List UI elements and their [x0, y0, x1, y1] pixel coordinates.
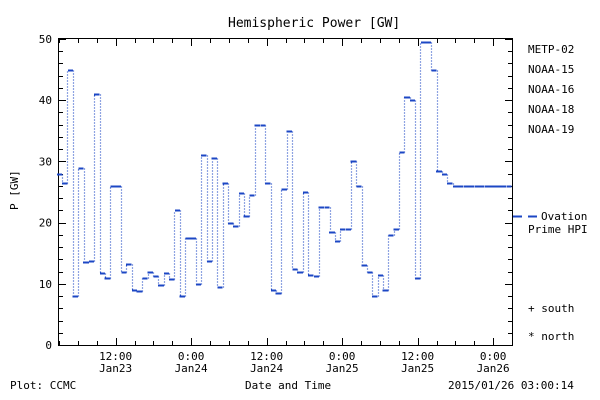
x-tick-date: Jan25 [326, 362, 359, 375]
x-tick-date: Jan24 [175, 362, 208, 375]
legend-ovation: Ovation Prime HPI [513, 210, 588, 236]
legend-markers: + south * north [528, 302, 574, 343]
legend-item-metp-02: METP-02 [528, 43, 574, 56]
x-tick-time: 0:00 [329, 350, 356, 363]
x-tick-time: 12:00 [99, 350, 132, 363]
plot-frame [57, 37, 514, 347]
y-axis-labels: 0 10 20 30 40 50 [39, 33, 52, 352]
data-series-group [57, 41, 512, 298]
x-axis-labels: 12:00Jan230:00Jan2412:00Jan240:00Jan2512… [99, 350, 510, 375]
x-tick-time: 0:00 [480, 350, 507, 363]
y-tick-label: 40 [39, 94, 52, 107]
legend-satellites: METP-02 NOAA-15 NOAA-16 NOAA-18 NOAA-19 [528, 43, 574, 136]
footer-timestamp: 2015/01/26 03:00:14 [448, 379, 574, 392]
x-tick-date: Jan24 [250, 362, 283, 375]
y-axis-ticks [59, 38, 512, 347]
legend-item-noaa-19: NOAA-19 [528, 123, 574, 136]
legend-ovation-line2: Prime HPI [528, 223, 588, 236]
y-tick-label: 20 [39, 217, 52, 230]
legend-item-noaa-16: NOAA-16 [528, 83, 574, 96]
y-axis-title: P [GW] [8, 170, 21, 210]
x-tick-date: Jan26 [477, 362, 510, 375]
y-tick-label: 50 [39, 33, 52, 46]
x-tick-time: 0:00 [178, 350, 205, 363]
legend-ovation-line1: Ovation [541, 210, 587, 223]
y-tick-label: 30 [39, 155, 52, 168]
legend-marker-north: * north [528, 330, 574, 343]
x-tick-time: 12:00 [401, 350, 434, 363]
legend-marker-south: + south [528, 302, 574, 315]
page-title: Hemispheric Power [GW] [228, 16, 400, 31]
footer-credit: Plot: CCMC [10, 379, 76, 392]
x-axis-title: Date and Time [245, 379, 331, 392]
x-axis-ticks [58, 39, 514, 345]
x-tick-date: Jan25 [401, 362, 434, 375]
x-tick-date: Jan23 [99, 362, 132, 375]
legend-item-noaa-18: NOAA-18 [528, 103, 574, 116]
x-tick-time: 12:00 [250, 350, 283, 363]
legend-item-noaa-15: NOAA-15 [528, 63, 574, 76]
y-tick-label: 0 [45, 339, 52, 352]
y-tick-label: 10 [39, 278, 52, 291]
series-noaa-15 [57, 41, 512, 298]
